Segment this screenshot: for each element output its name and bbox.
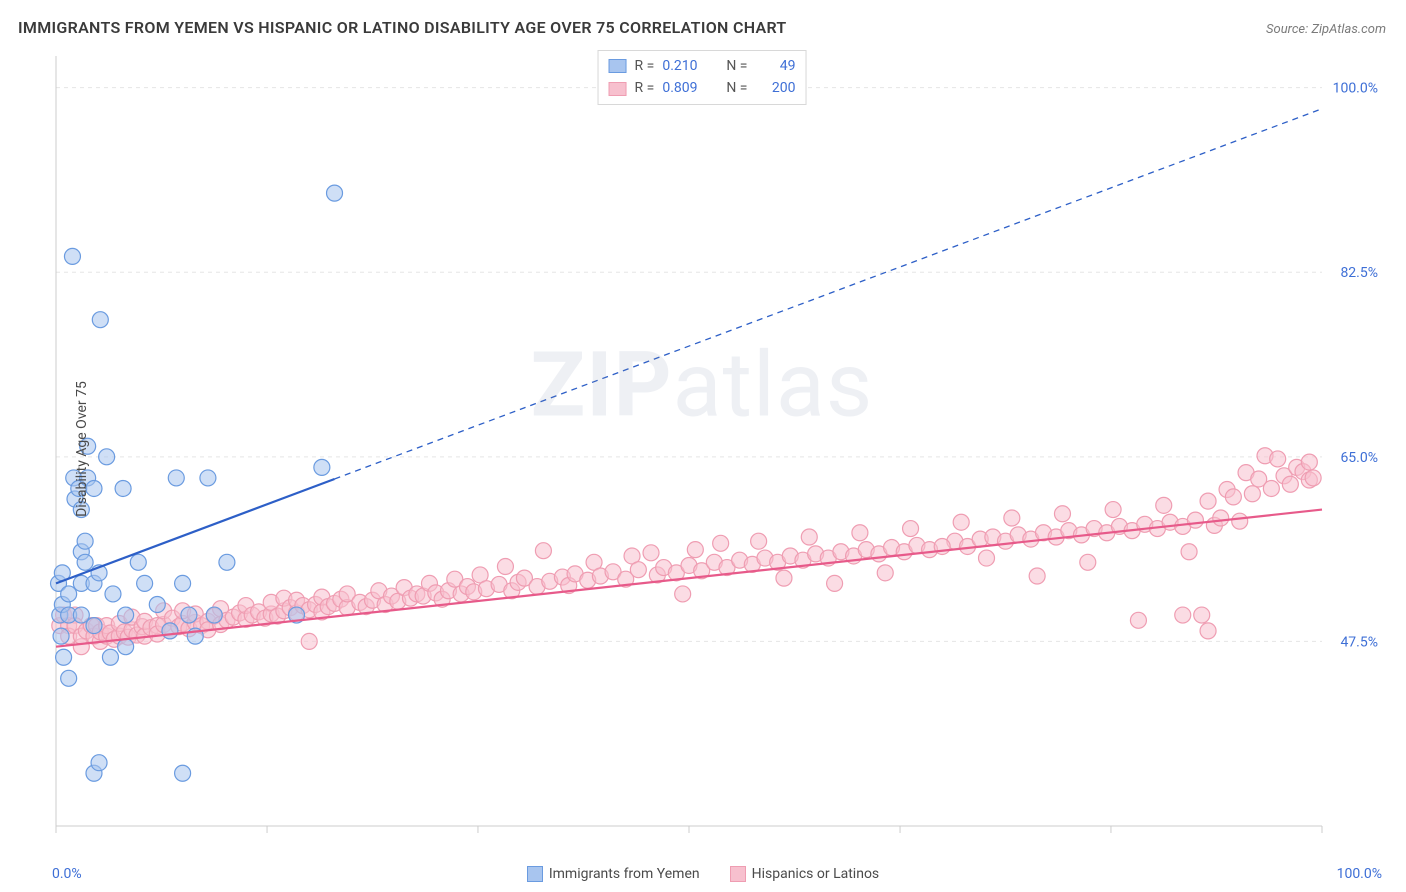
data-point bbox=[979, 550, 995, 566]
legend-label-b: Hispanics or Latinos bbox=[752, 866, 880, 882]
data-point bbox=[1270, 451, 1286, 467]
data-point bbox=[852, 525, 868, 541]
data-point bbox=[1263, 480, 1279, 496]
grid-label: 65.0% bbox=[1340, 450, 1378, 466]
data-point bbox=[630, 562, 646, 578]
data-point bbox=[1156, 497, 1172, 513]
data-point bbox=[56, 649, 72, 665]
data-point bbox=[1232, 513, 1248, 529]
data-point bbox=[162, 623, 178, 639]
data-point bbox=[1244, 486, 1260, 502]
data-point bbox=[149, 596, 165, 612]
data-point bbox=[1282, 476, 1298, 492]
data-point bbox=[1130, 612, 1146, 628]
data-point bbox=[105, 586, 121, 602]
data-point bbox=[751, 533, 767, 549]
data-point bbox=[168, 470, 184, 486]
legend-swatch-a bbox=[609, 59, 627, 73]
data-point bbox=[713, 535, 729, 551]
data-point bbox=[1305, 470, 1321, 486]
trend-line-a-dashed bbox=[335, 109, 1322, 479]
data-point bbox=[61, 586, 77, 602]
legend-item-a: Immigrants from Yemen bbox=[527, 866, 700, 882]
legend-label-a: Immigrants from Yemen bbox=[549, 866, 700, 882]
data-point bbox=[86, 618, 102, 634]
chart-title: IMMIGRANTS FROM YEMEN VS HISPANIC OR LAT… bbox=[18, 18, 787, 37]
data-point bbox=[91, 755, 107, 771]
data-point bbox=[1175, 607, 1191, 623]
data-point bbox=[115, 480, 131, 496]
data-point bbox=[77, 554, 93, 570]
data-point bbox=[1301, 454, 1317, 470]
data-point bbox=[1194, 607, 1210, 623]
data-point bbox=[1187, 512, 1203, 528]
data-point bbox=[118, 639, 134, 655]
data-point bbox=[99, 449, 115, 465]
data-point bbox=[175, 575, 191, 591]
data-point bbox=[1004, 510, 1020, 526]
data-point bbox=[1080, 554, 1096, 570]
data-point bbox=[827, 575, 843, 591]
swatch-b-icon bbox=[730, 866, 746, 882]
data-point bbox=[53, 628, 69, 644]
data-point bbox=[200, 470, 216, 486]
data-point bbox=[92, 312, 108, 328]
series-a-points bbox=[51, 185, 343, 781]
data-point bbox=[776, 570, 792, 586]
data-point bbox=[61, 670, 77, 686]
grid-label: 82.5% bbox=[1340, 265, 1378, 281]
data-point bbox=[953, 514, 969, 530]
data-point bbox=[130, 554, 146, 570]
chart-area: Disability Age Over 75 ZIPatlas R = 0.21… bbox=[18, 48, 1386, 850]
series-b-points bbox=[52, 448, 1321, 655]
stats-legend-row-a: R = 0.210 N = 49 bbox=[609, 55, 796, 77]
data-point bbox=[535, 543, 551, 559]
data-point bbox=[877, 565, 893, 581]
grid-label: 47.5% bbox=[1340, 634, 1378, 650]
data-point bbox=[219, 554, 235, 570]
data-point bbox=[1181, 544, 1197, 560]
data-point bbox=[1200, 623, 1216, 639]
data-point bbox=[1054, 506, 1070, 522]
source-attribution: Source: ZipAtlas.com bbox=[1266, 22, 1386, 37]
data-point bbox=[64, 248, 80, 264]
data-point bbox=[687, 542, 703, 558]
data-point bbox=[102, 649, 118, 665]
data-point bbox=[1213, 510, 1229, 526]
data-point bbox=[1200, 493, 1216, 509]
data-point bbox=[801, 529, 817, 545]
data-point bbox=[1029, 568, 1045, 584]
swatch-a-icon bbox=[527, 866, 543, 882]
data-point bbox=[118, 607, 134, 623]
data-point bbox=[1105, 502, 1121, 518]
data-point bbox=[1225, 489, 1241, 505]
data-point bbox=[643, 545, 659, 561]
data-point bbox=[181, 607, 197, 623]
data-point bbox=[301, 633, 317, 649]
data-point bbox=[206, 607, 222, 623]
scatter-chart: 100.0% 82.5% 65.0% 47.5% bbox=[18, 48, 1386, 850]
data-point bbox=[175, 765, 191, 781]
data-point bbox=[314, 459, 330, 475]
data-point bbox=[903, 521, 919, 537]
legend-item-b: Hispanics or Latinos bbox=[730, 866, 880, 882]
data-point bbox=[327, 185, 343, 201]
data-point bbox=[497, 559, 513, 575]
data-point bbox=[137, 575, 153, 591]
data-point bbox=[73, 607, 89, 623]
stats-legend: R = 0.210 N = 49 R = 0.809 N = 200 bbox=[598, 50, 807, 105]
series-legend: Immigrants from Yemen Hispanics or Latin… bbox=[0, 866, 1406, 882]
y-axis-label: Disability Age Over 75 bbox=[74, 381, 90, 517]
legend-swatch-b bbox=[609, 82, 627, 96]
data-point bbox=[675, 586, 691, 602]
grid-label: 100.0% bbox=[1333, 81, 1378, 97]
stats-legend-row-b: R = 0.809 N = 200 bbox=[609, 77, 796, 99]
data-point bbox=[77, 533, 93, 549]
